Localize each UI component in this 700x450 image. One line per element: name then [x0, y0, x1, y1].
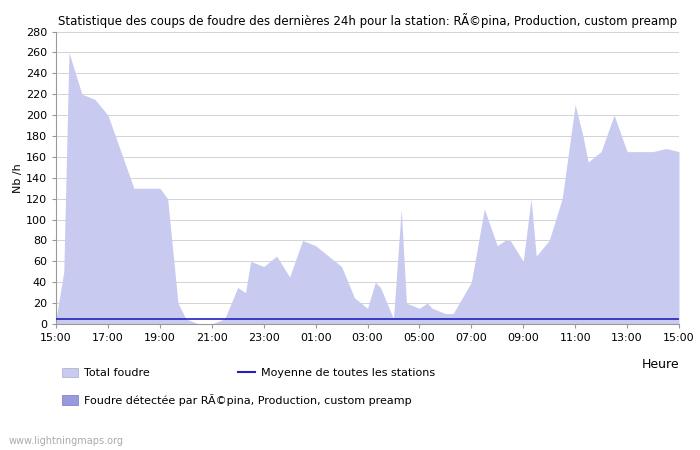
Text: www.lightningmaps.org: www.lightningmaps.org	[8, 436, 123, 446]
Text: Heure: Heure	[641, 358, 679, 371]
Y-axis label: Nb /h: Nb /h	[13, 163, 23, 193]
Legend: Foudre détectée par RÃ©pina, Production, custom preamp: Foudre détectée par RÃ©pina, Production,…	[62, 394, 412, 406]
Title: Statistique des coups de foudre des dernières 24h pour la station: RÃ©pina, Prod: Statistique des coups de foudre des dern…	[58, 13, 677, 27]
